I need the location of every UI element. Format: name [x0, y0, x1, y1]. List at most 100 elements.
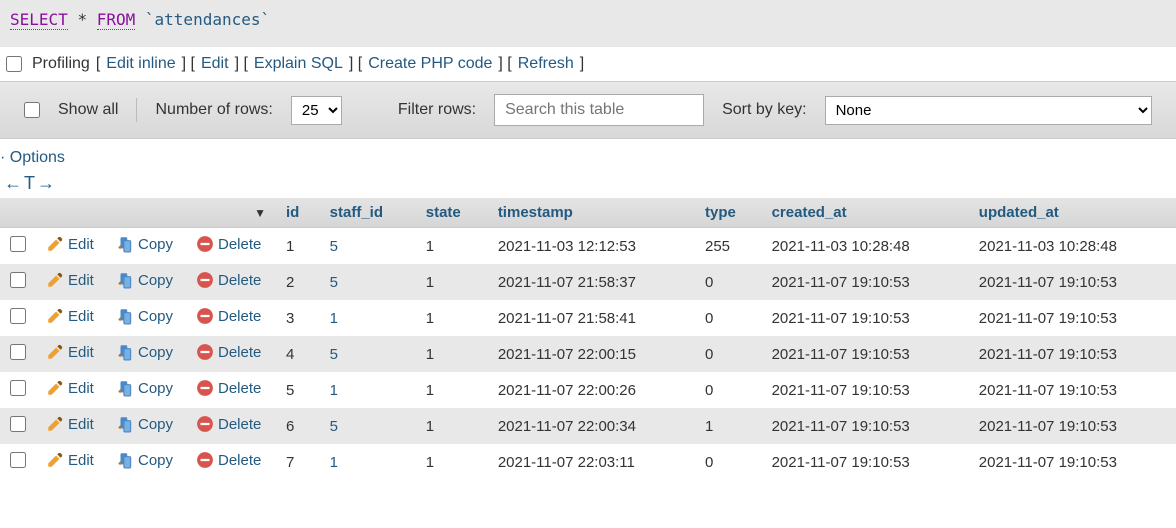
table-row: EditCopyDelete1512021-11-03 12:12:532552… [0, 228, 1176, 265]
staff-id-link[interactable]: 5 [330, 418, 338, 435]
sql-backtick-close: ` [261, 10, 271, 29]
staff-id-link[interactable]: 1 [330, 310, 338, 327]
row-checkbox[interactable] [10, 344, 26, 360]
show-all-checkbox[interactable] [24, 102, 40, 118]
cell-id: 7 [276, 444, 320, 480]
cell-id: 6 [276, 408, 320, 444]
results-table: ▼ id staff_id state timestamp type creat… [0, 198, 1176, 480]
copy-row-link[interactable]: Copy [116, 307, 173, 325]
cell-timestamp: 2021-11-07 22:03:11 [488, 444, 695, 480]
col-updated-at[interactable]: updated_at [969, 198, 1176, 228]
cell-staff-id: 1 [320, 372, 416, 408]
delete-row-link[interactable]: Delete [196, 379, 261, 397]
staff-id-link[interactable]: 5 [330, 274, 338, 291]
row-checkbox[interactable] [10, 308, 26, 324]
edit-row-link[interactable]: Edit [46, 343, 94, 361]
col-state[interactable]: state [416, 198, 488, 228]
num-rows-select[interactable]: 25 [291, 96, 342, 125]
row-checkbox[interactable] [10, 272, 26, 288]
create-php-link[interactable]: Create PHP code [368, 55, 492, 73]
copy-row-link[interactable]: Copy [116, 271, 173, 289]
cell-state: 1 [416, 228, 488, 265]
col-created-at[interactable]: created_at [762, 198, 969, 228]
staff-id-link[interactable]: 1 [330, 454, 338, 471]
filter-rows-input[interactable] [494, 94, 704, 126]
cell-updated-at: 2021-11-07 19:10:53 [969, 264, 1176, 300]
copy-row-link[interactable]: Copy [116, 451, 173, 469]
edit-row-link[interactable]: Edit [46, 451, 94, 469]
col-type[interactable]: type [695, 198, 762, 228]
cell-type: 0 [695, 372, 762, 408]
row-checkbox[interactable] [10, 416, 26, 432]
row-checkbox[interactable] [10, 452, 26, 468]
staff-id-link[interactable]: 5 [330, 346, 338, 363]
cell-updated-at: 2021-11-07 19:10:53 [969, 444, 1176, 480]
row-checkbox[interactable] [10, 380, 26, 396]
delete-row-link[interactable]: Delete [196, 307, 261, 325]
cell-type: 0 [695, 444, 762, 480]
cell-staff-id: 1 [320, 444, 416, 480]
cell-state: 1 [416, 300, 488, 336]
sql-query: SELECT * FROM `attendances` [10, 6, 1166, 37]
cell-updated-at: 2021-11-03 10:28:48 [969, 228, 1176, 265]
controls-bar: Show all Number of rows: 25 Filter rows:… [0, 81, 1176, 139]
col-timestamp[interactable]: timestamp [488, 198, 695, 228]
table-row: EditCopyDelete2512021-11-07 21:58:370202… [0, 264, 1176, 300]
edit-row-link[interactable]: Edit [46, 271, 94, 289]
cell-state: 1 [416, 372, 488, 408]
sort-by-key-select[interactable]: None [825, 96, 1152, 125]
edit-row-link[interactable]: Edit [46, 415, 94, 433]
edit-row-link[interactable]: Edit [46, 307, 94, 325]
num-rows-label: Number of rows: [155, 101, 272, 119]
row-checkbox[interactable] [10, 236, 26, 252]
sql-backtick-open: ` [145, 10, 155, 29]
filter-rows-label: Filter rows: [398, 101, 476, 119]
edit-row-link[interactable]: Edit [46, 235, 94, 253]
sql-star: * [77, 10, 87, 29]
copy-row-link[interactable]: Copy [116, 343, 173, 361]
cell-created-at: 2021-11-07 19:10:53 [762, 444, 969, 480]
delete-row-link[interactable]: Delete [196, 235, 261, 253]
staff-id-link[interactable]: 5 [330, 238, 338, 255]
cell-id: 5 [276, 372, 320, 408]
cell-id: 2 [276, 264, 320, 300]
cell-type: 1 [695, 408, 762, 444]
header-sort-indicator[interactable]: ▼ [186, 198, 276, 228]
delete-row-link[interactable]: Delete [196, 451, 261, 469]
col-id[interactable]: id [276, 198, 320, 228]
table-row: EditCopyDelete5112021-11-07 22:00:260202… [0, 372, 1176, 408]
delete-row-link[interactable]: Delete [196, 415, 261, 433]
header-copy [106, 198, 186, 228]
options-toggle[interactable]: · Options [0, 139, 1176, 173]
table-row: EditCopyDelete6512021-11-07 22:00:341202… [0, 408, 1176, 444]
explain-sql-link[interactable]: Explain SQL [254, 55, 343, 73]
copy-row-link[interactable]: Copy [116, 415, 173, 433]
cell-type: 0 [695, 336, 762, 372]
cell-id: 1 [276, 228, 320, 265]
column-reorder-handles[interactable]: ←T→ [0, 173, 1176, 198]
staff-id-link[interactable]: 1 [330, 382, 338, 399]
refresh-link[interactable]: Refresh [518, 55, 574, 73]
delete-row-link[interactable]: Delete [196, 271, 261, 289]
cell-type: 0 [695, 300, 762, 336]
cell-state: 1 [416, 336, 488, 372]
copy-row-link[interactable]: Copy [116, 235, 173, 253]
cell-staff-id: 5 [320, 264, 416, 300]
table-row: EditCopyDelete4512021-11-07 22:00:150202… [0, 336, 1176, 372]
cell-updated-at: 2021-11-07 19:10:53 [969, 300, 1176, 336]
cell-staff-id: 5 [320, 408, 416, 444]
col-staff-id[interactable]: staff_id [320, 198, 416, 228]
sql-keyword-from: FROM [97, 10, 136, 30]
cell-state: 1 [416, 264, 488, 300]
sort-by-key-label: Sort by key: [722, 101, 806, 119]
header-edit [36, 198, 106, 228]
delete-row-link[interactable]: Delete [196, 343, 261, 361]
copy-row-link[interactable]: Copy [116, 379, 173, 397]
edit-row-link[interactable]: Edit [46, 379, 94, 397]
edit-link[interactable]: Edit [201, 55, 229, 73]
cell-timestamp: 2021-11-07 21:58:37 [488, 264, 695, 300]
edit-inline-link[interactable]: Edit inline [106, 55, 175, 73]
cell-created-at: 2021-11-07 19:10:53 [762, 264, 969, 300]
cell-timestamp: 2021-11-07 22:00:34 [488, 408, 695, 444]
profiling-checkbox[interactable] [6, 56, 22, 72]
